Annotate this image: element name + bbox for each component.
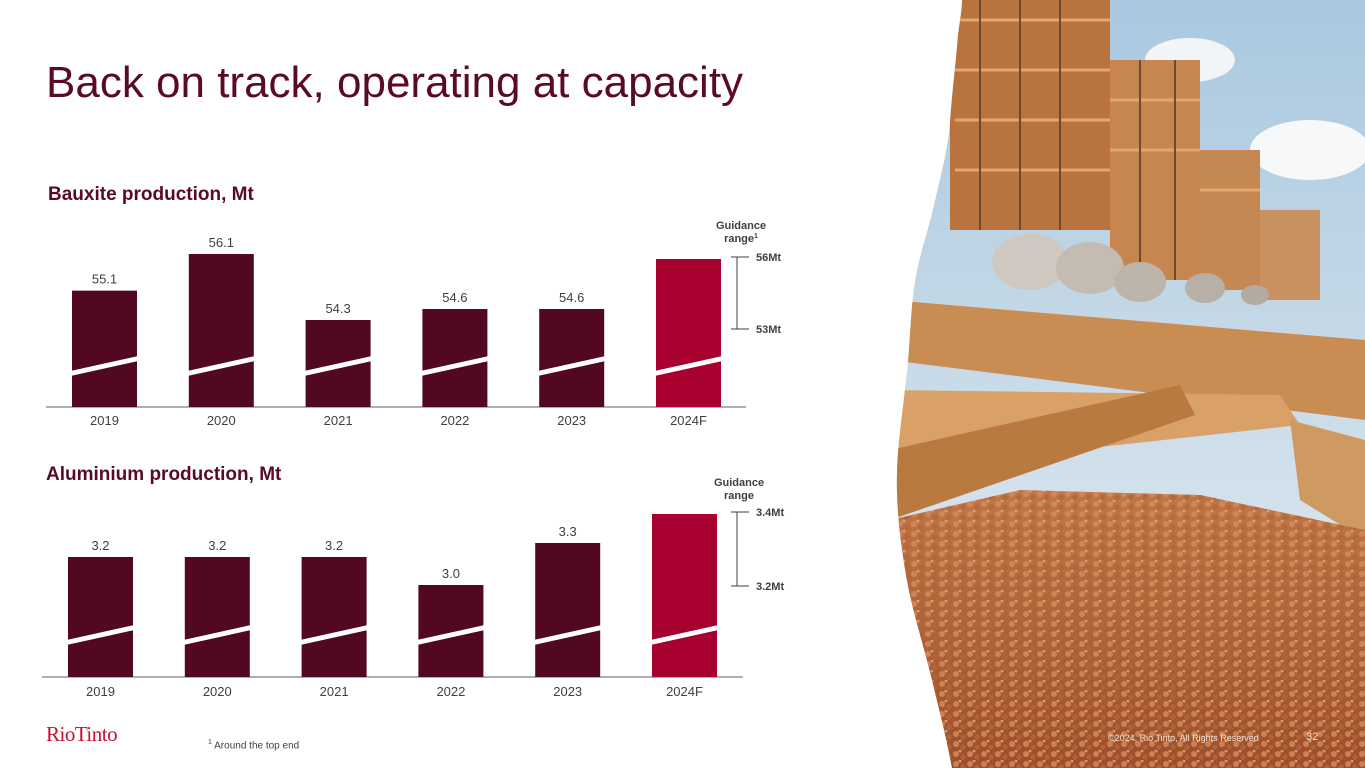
- category-label: 2024F: [670, 413, 707, 428]
- axis-break-mark: [416, 355, 494, 377]
- axis-break-mark: [178, 624, 256, 646]
- bar: [539, 309, 605, 407]
- category-label: 2023: [557, 413, 586, 428]
- data-label: 3.0: [442, 566, 460, 581]
- bar-forecast: [652, 514, 717, 677]
- guidance-high-label: 56Mt: [756, 252, 781, 264]
- category-label: 2020: [207, 413, 236, 428]
- category-label: 2022: [436, 684, 465, 699]
- bar: [184, 557, 250, 677]
- data-label: 54.3: [325, 301, 350, 316]
- bar: [188, 254, 254, 407]
- bar: [301, 557, 367, 677]
- axis-break-mark: [646, 624, 723, 646]
- category-label: 2019: [90, 413, 119, 428]
- axis-break-mark: [62, 624, 139, 646]
- axis-break-mark: [533, 355, 611, 377]
- category-label: 2019: [86, 684, 115, 699]
- data-label: 3.3: [559, 524, 577, 539]
- data-label: 3.2: [208, 538, 226, 553]
- bar: [535, 543, 601, 677]
- category-label: 2023: [553, 684, 582, 699]
- page-number: 32: [1306, 731, 1319, 743]
- axis-break-mark: [412, 624, 490, 646]
- guidance-low-label: 53Mt: [756, 324, 781, 336]
- data-label: 3.2: [91, 538, 109, 553]
- slide-title: Back on track, operating at capacity: [46, 58, 744, 107]
- guidance-footnote-marker: 1: [754, 233, 758, 240]
- rio-tinto-logo: RioTinto: [46, 722, 118, 746]
- footnote: 1 Around the top end: [208, 739, 299, 751]
- axis-break-mark: [650, 355, 727, 377]
- data-label: 54.6: [442, 290, 467, 305]
- footnote-text: Around the top end: [214, 740, 300, 752]
- category-label: 2022: [440, 413, 469, 428]
- bar: [68, 557, 133, 677]
- category-label: 2024F: [666, 684, 703, 699]
- bauxite-chart-title: Bauxite production, Mt: [48, 184, 254, 205]
- aluminium-production-chart: 3.2 2019 3.2 2020 3.2 2021 3.0 2022 3.3 2023 2024F…: [42, 477, 784, 699]
- data-label: 56.1: [209, 235, 234, 250]
- data-label: 54.6: [559, 290, 584, 305]
- guidance-label-line2: range1: [724, 233, 758, 245]
- category-label: 2020: [203, 684, 232, 699]
- data-label: 55.1: [92, 272, 117, 287]
- guidance-label-line2: range: [724, 490, 754, 502]
- guidance-high-label: 3.4Mt: [756, 507, 784, 519]
- copyright-notice: ©2024, Rio Tinto, All Rights Reserved: [1108, 733, 1259, 743]
- category-label: 2021: [320, 684, 349, 699]
- bar: [72, 290, 137, 407]
- bar: [422, 309, 488, 407]
- axis-break-mark: [182, 355, 260, 377]
- guidance-label: Guidance: [714, 477, 764, 489]
- footnote-marker: 1: [208, 739, 212, 746]
- guidance-label: Guidance: [716, 220, 766, 232]
- guidance-low-label: 3.2Mt: [756, 581, 784, 593]
- category-label: 2021: [324, 413, 353, 428]
- axis-break-mark: [66, 355, 143, 377]
- bauxite-production-chart: 55.1 2019 56.1 2020 54.3 2021 54.6 2022 54.6 2023…: [46, 220, 781, 428]
- axis-break-mark: [295, 624, 373, 646]
- axis-break-mark: [529, 624, 607, 646]
- bar-forecast: [656, 259, 721, 407]
- data-label: 3.2: [325, 538, 343, 553]
- axis-break-mark: [299, 355, 377, 377]
- aluminium-chart-title: Aluminium production, Mt: [46, 464, 282, 485]
